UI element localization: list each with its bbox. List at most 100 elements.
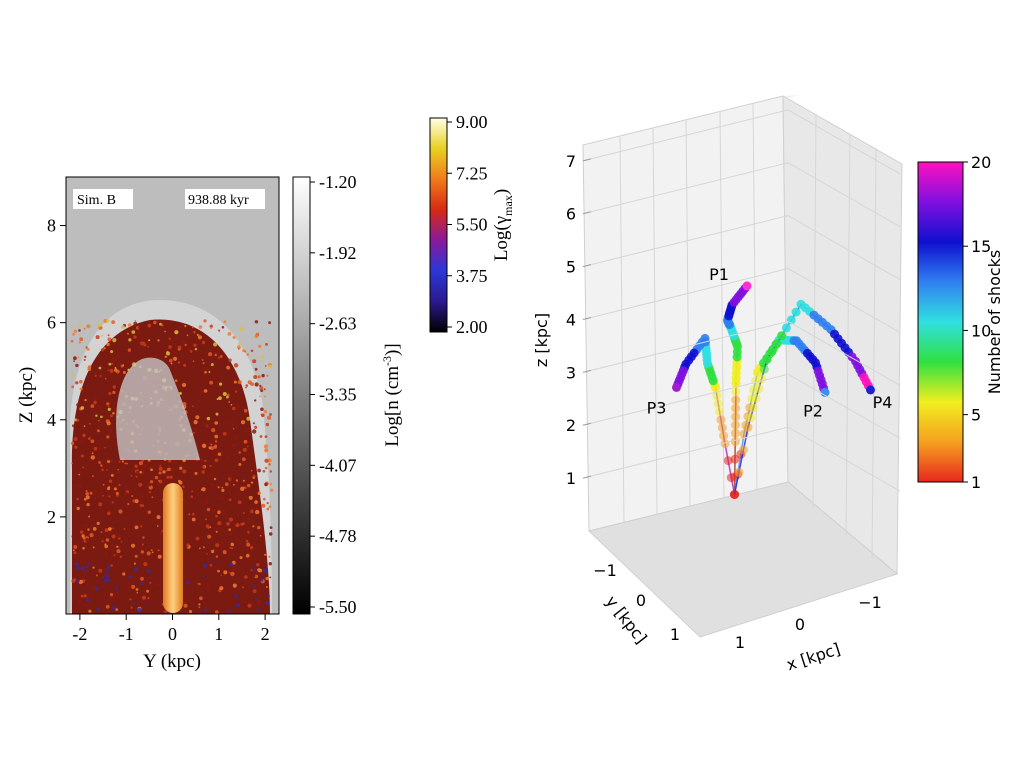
trajectory-point [715, 407, 725, 417]
trajectory-point [772, 339, 782, 349]
z-gridline [582, 422, 592, 426]
z-gridline [787, 215, 901, 281]
z-gridline [582, 158, 592, 162]
trajectory-point [730, 437, 740, 447]
panel-label: Sim. B [77, 193, 116, 208]
x-tick-label: −1 [858, 593, 882, 612]
series-label: P4 [873, 393, 893, 412]
z-tick-label: 7 [566, 152, 576, 171]
series-labels: P1 P2 P3 P4 [647, 265, 893, 421]
z-gridline [590, 426, 789, 477]
map-x-tick-label: -1 [119, 624, 134, 644]
series-label: P2 [803, 401, 823, 420]
density-colorbar-ticks: -1.20 -1.92 -2.63 -3.35 -4.07 -4.78 -5.50 [310, 172, 357, 617]
x-tick-label: 0 [795, 615, 805, 634]
colorbar-tick-label: 2.00 [456, 317, 488, 337]
colorbar-tick-label: -1.20 [319, 172, 357, 192]
density-map-image [66, 177, 279, 614]
y-axis: −1 0 1 [593, 561, 680, 644]
trajectory-point [754, 384, 764, 394]
colorbar-tick-label: -4.07 [319, 455, 357, 475]
z-tick-label: 1 [566, 469, 576, 488]
x-tick-label: 1 [735, 633, 745, 652]
z-tick-label: 5 [566, 258, 576, 277]
x-axis: 1 0 −1 [735, 593, 882, 652]
colorbar-tick-label: 5.50 [456, 215, 488, 235]
z-gridline [582, 211, 592, 215]
z-gridline [582, 317, 592, 320]
z-gridline [590, 268, 789, 318]
z-gridline [787, 373, 901, 439]
trajectory-point [759, 364, 769, 374]
z-gridline [787, 320, 901, 386]
colorbar-tick-label: 10 [971, 321, 991, 340]
jet-core [163, 483, 183, 613]
trajectory-point [746, 413, 756, 423]
trajectory-point [719, 431, 729, 441]
z-tick-label: 2 [566, 416, 576, 435]
trajectory-point [739, 445, 748, 455]
z-gridline [590, 373, 789, 424]
z-gridline [582, 475, 592, 479]
colorbar-tick-label: 15 [971, 237, 991, 256]
y-tick-label: 0 [636, 591, 646, 610]
colorbar-tick-label: 5 [971, 406, 981, 425]
trajectory-point [726, 473, 736, 483]
series-label: P3 [647, 398, 667, 417]
time-label: 938.88 kyr [188, 193, 249, 208]
z-gridline [590, 215, 789, 266]
trajectory-point [717, 423, 727, 433]
trajectory-point [731, 387, 741, 397]
trajectory-point [762, 355, 772, 364]
map-y-tick-label: 6 [47, 313, 56, 333]
trajectory-point [777, 331, 787, 341]
map-x-label: Y (kpc) [143, 651, 201, 672]
z-gridline [590, 162, 789, 213]
trajectory-point [723, 456, 733, 466]
z-axis: 1 2 3 4 5 6 7 [566, 109, 901, 492]
map-y-axis: 2 4 6 8 [47, 216, 66, 527]
trajectory-point [712, 391, 722, 401]
trajectory-point [751, 393, 761, 403]
colorbar-tick-label: 9.00 [456, 112, 488, 132]
z-gridline [787, 162, 901, 228]
colorbar-tick-label: -1.92 [319, 243, 357, 263]
map-y-tick-label: 2 [47, 507, 56, 527]
trajectory-point [731, 412, 741, 422]
map-x-tick-label: 0 [168, 624, 177, 644]
trajectory-point [713, 399, 723, 409]
z-tick-label: 6 [566, 205, 576, 224]
trajectory-point [730, 428, 740, 438]
colorbar-tick-label: -2.63 [319, 314, 357, 334]
gamma-colorbar-label: Log(γmax) [491, 189, 515, 261]
map-y-tick-label: 4 [47, 410, 56, 430]
shocks-colorbar-label: Number of shocks [985, 250, 1004, 395]
map-x-tick-label: 2 [261, 624, 270, 644]
trajectory-point [791, 307, 801, 317]
z-axis-label: z [kpc] [532, 313, 551, 367]
floor [587, 481, 899, 638]
x-axis-label: x [kpc] [784, 639, 842, 674]
trajectory-point [781, 323, 791, 333]
trajectory-point [866, 385, 875, 395]
z-gridline [590, 320, 789, 371]
map-x-tick-label: 1 [214, 624, 223, 644]
trajectory-point [716, 415, 726, 425]
colorbar-tick-label: 3.75 [456, 266, 488, 286]
trajectory-series [672, 281, 875, 499]
z-gridline [787, 109, 901, 175]
colorbar-tick-label: -5.50 [319, 597, 357, 617]
trajectory-point [743, 423, 753, 432]
trajectory-point [742, 281, 752, 291]
z-gridline [590, 109, 789, 160]
colorbar-tick-label: 20 [971, 153, 991, 172]
z-gridline [787, 268, 901, 333]
z-gridline [582, 369, 592, 373]
y-tick-label: −1 [593, 561, 617, 580]
map-x-tick-label: -2 [72, 624, 87, 644]
gamma-colorbar-ticks: 9.00 7.25 5.50 3.75 2.00 [447, 112, 488, 337]
trajectory-point [672, 382, 681, 392]
